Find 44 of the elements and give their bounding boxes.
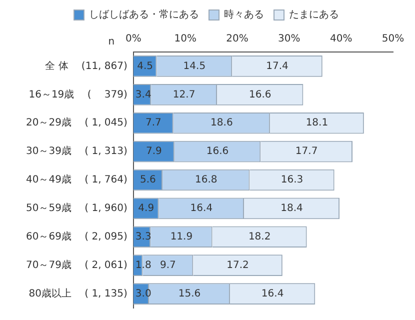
data-label: 16.8 bbox=[194, 174, 218, 186]
legend-label: 時々ある bbox=[224, 8, 264, 21]
y-tick-label: 16～19歳 ( 379) bbox=[28, 88, 128, 100]
text: n bbox=[108, 36, 115, 48]
data-label: 16.6 bbox=[248, 89, 272, 100]
data-label: 18.6 bbox=[210, 118, 233, 129]
data-label: 15.6 bbox=[178, 288, 201, 300]
y-tick-label: 30～39歳 ( 1, 313) bbox=[26, 145, 128, 158]
data-label: 16.3 bbox=[280, 174, 304, 186]
data-label: 17.2 bbox=[226, 260, 249, 271]
x-tick-label: 20% bbox=[226, 34, 248, 45]
data-label: 16.4 bbox=[190, 203, 213, 214]
data-label: 7.7 bbox=[145, 118, 162, 129]
data-label: 16.6 bbox=[206, 146, 229, 158]
data-label: 4.9 bbox=[138, 203, 154, 214]
y-tick-label: 70～79歳 ( 2, 061) bbox=[26, 258, 128, 271]
data-label: 14.5 bbox=[183, 60, 206, 72]
data-label: 11.9 bbox=[170, 231, 193, 242]
data-label: 17.4 bbox=[266, 60, 288, 72]
y-tick-label: 80歳以上 ( 1, 135) bbox=[28, 287, 128, 300]
data-label: 5.6 bbox=[140, 174, 156, 186]
data-label: 4.5 bbox=[137, 60, 154, 72]
data-label: 18.4 bbox=[280, 203, 303, 214]
data-label: 17.7 bbox=[295, 146, 318, 158]
x-tick-label: 50% bbox=[382, 34, 404, 45]
legend-label: たまにある bbox=[289, 10, 339, 21]
x-tick-label: 0% bbox=[125, 34, 142, 45]
y-tick-label: 40～49歳 ( 1, 764) bbox=[26, 174, 128, 186]
x-tick-label: 30% bbox=[278, 34, 300, 45]
x-tick-label: 40% bbox=[330, 34, 352, 45]
y-tick-label: 50～59歳 ( 1, 960) bbox=[26, 202, 128, 214]
data-label: 12.7 bbox=[172, 89, 196, 100]
data-label: 3.3 bbox=[135, 231, 152, 242]
y-tick-label: 20～29歳 ( 1, 045) bbox=[26, 116, 128, 129]
x-tick-label: 10% bbox=[174, 34, 196, 45]
data-label: 18.2 bbox=[248, 231, 271, 242]
data-label: 16.4 bbox=[261, 288, 284, 300]
data-label: 9.7 bbox=[160, 260, 176, 271]
data-label: 18.1 bbox=[306, 118, 328, 129]
y-tick-label: 60～69歳 ( 2, 095) bbox=[26, 230, 128, 242]
data-label: 7.9 bbox=[146, 146, 162, 158]
legend-label: しばしばある・常にある bbox=[89, 8, 199, 21]
y-tick-label: 全 体 (11, 867) bbox=[45, 60, 128, 72]
data-label: 3.4 bbox=[135, 89, 152, 100]
